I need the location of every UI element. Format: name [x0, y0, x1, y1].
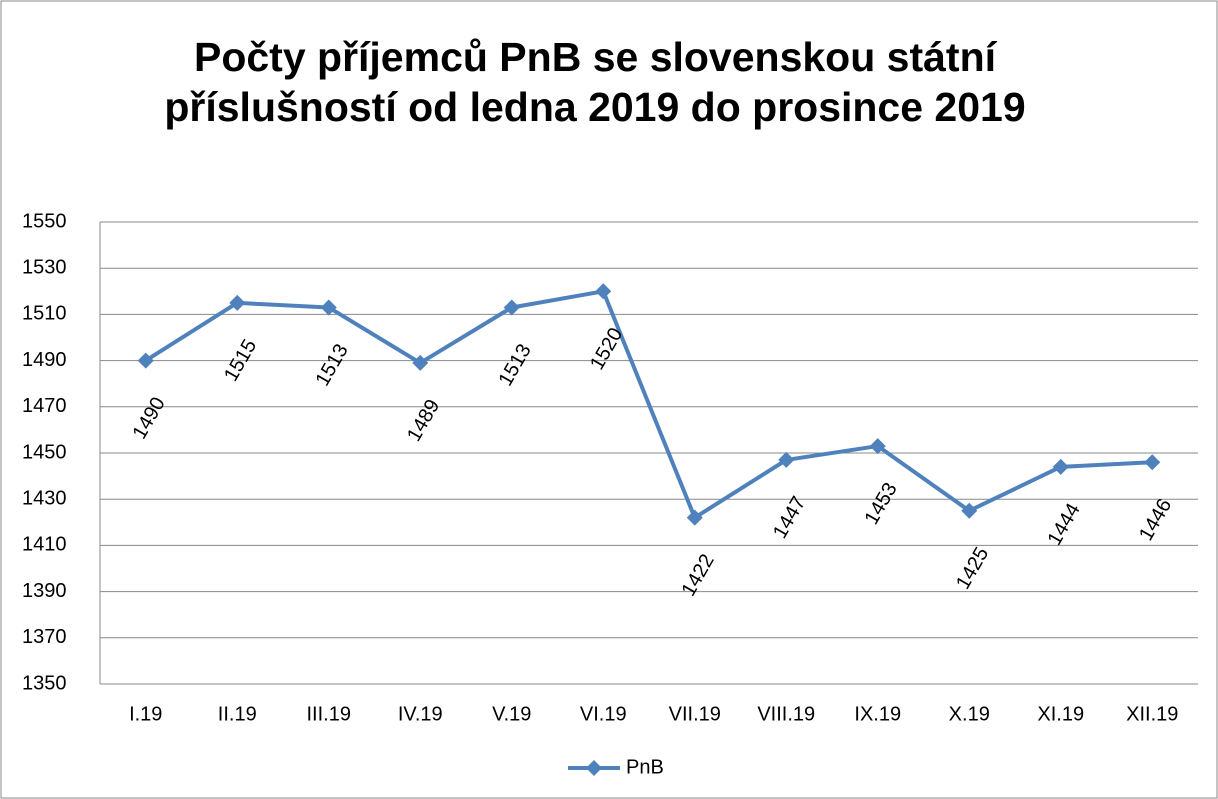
series-line — [144, 289, 1153, 520]
chart-title: Počty příjemců PnB se slovenskou státní … — [164, 34, 1026, 130]
y-tick-label: 1410 — [22, 534, 67, 556]
x-tick-label: XII.19 — [1126, 703, 1178, 725]
data-label: 1490 — [128, 393, 169, 443]
data-label: 1447 — [769, 493, 810, 543]
x-tick-label: VIII.19 — [757, 703, 815, 725]
point-marker — [595, 283, 612, 300]
x-tick-label: XI.19 — [1037, 703, 1084, 725]
x-tick-label: V.19 — [492, 703, 531, 725]
x-tick-label: VII.19 — [669, 703, 721, 725]
data-label: 1422 — [677, 551, 718, 601]
point-marker — [961, 502, 978, 519]
data-label: 1444 — [1043, 500, 1084, 550]
x-tick-label: IX.19 — [854, 703, 901, 725]
point-marker — [503, 299, 520, 316]
y-tick-label: 1370 — [22, 626, 67, 648]
x-tick-label: IV.19 — [398, 703, 443, 725]
x-tick-label: X.19 — [949, 703, 990, 725]
y-tick-label: 1550 — [22, 210, 67, 232]
point-marker — [412, 354, 429, 371]
legend-marker — [586, 760, 602, 776]
y-tick-label: 1470 — [22, 395, 67, 417]
point-marker — [686, 509, 703, 526]
data-label: 1513 — [494, 340, 535, 390]
point-marker — [1144, 454, 1161, 471]
data-label: 1453 — [860, 479, 901, 529]
point-marker — [1052, 458, 1069, 475]
x-tick-label: III.19 — [307, 703, 351, 725]
x-tick-label: VI.19 — [580, 703, 627, 725]
data-label: 1513 — [311, 340, 352, 390]
x-tick-label: II.19 — [218, 703, 257, 725]
y-tick-label: 1510 — [22, 303, 67, 325]
point-marker — [137, 352, 154, 369]
data-label: 1425 — [952, 544, 993, 594]
y-tick-label: 1350 — [22, 672, 67, 694]
y-tick-label: 1430 — [22, 487, 67, 509]
y-tick-label: 1450 — [22, 441, 67, 463]
legend-label: PnB — [626, 756, 664, 778]
point-marker — [778, 451, 795, 468]
point-marker — [320, 299, 337, 316]
point-marker — [229, 294, 246, 311]
y-tick-label: 1530 — [22, 256, 67, 278]
data-label: 1489 — [403, 396, 444, 446]
y-tick-label: 1490 — [22, 349, 67, 371]
x-tick-label: I.19 — [129, 703, 162, 725]
point-marker — [869, 438, 886, 455]
y-tick-label: 1390 — [22, 580, 67, 602]
data-label: 1520 — [586, 324, 627, 374]
data-label: 1446 — [1135, 495, 1176, 545]
